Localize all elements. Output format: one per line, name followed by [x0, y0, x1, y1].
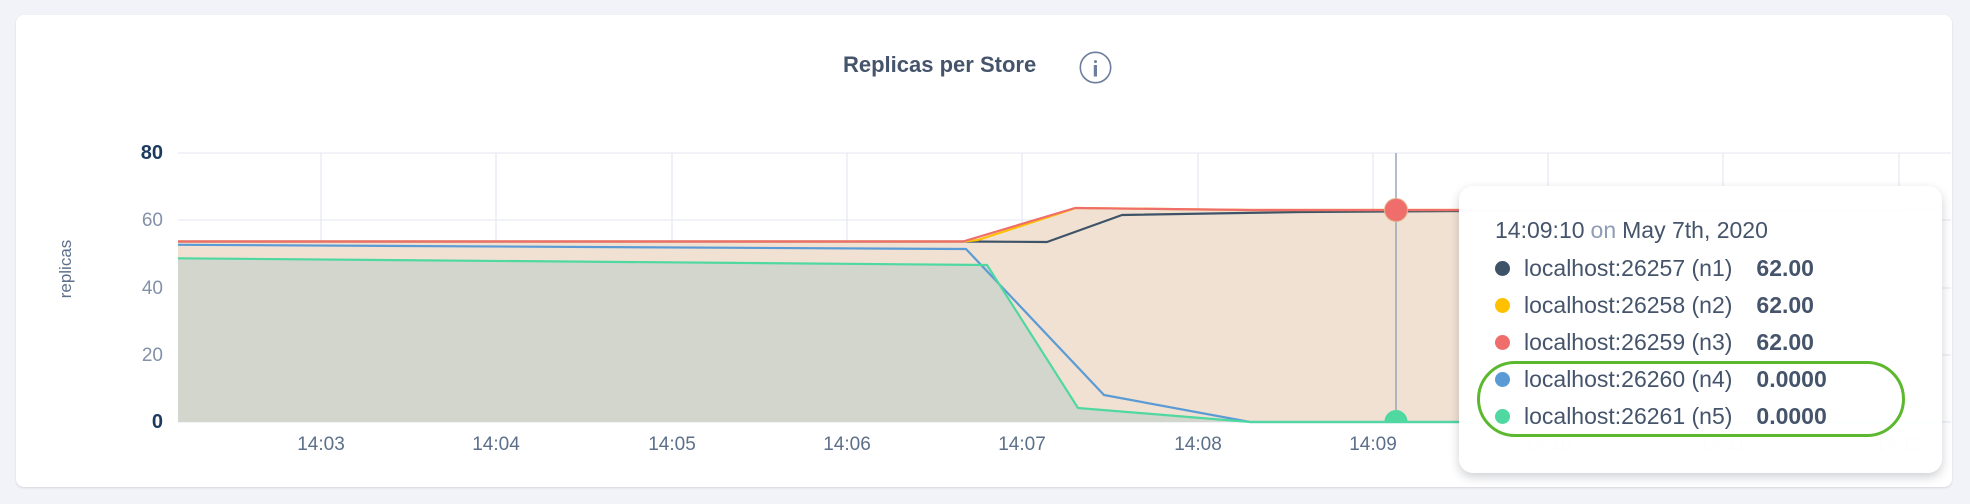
svg-text:14:03: 14:03 — [297, 434, 345, 455]
svg-text:80: 80 — [141, 142, 163, 164]
svg-text:14:07: 14:07 — [998, 434, 1046, 455]
svg-text:14:04: 14:04 — [472, 434, 520, 455]
svg-text:14:08: 14:08 — [1174, 434, 1222, 455]
svg-text:14:05: 14:05 — [648, 434, 696, 455]
svg-text:14:06: 14:06 — [823, 434, 871, 455]
svg-text:20: 20 — [142, 345, 163, 366]
svg-text:0: 0 — [152, 411, 163, 433]
svg-text:40: 40 — [142, 278, 163, 299]
svg-text:60: 60 — [142, 210, 163, 231]
svg-text:14:09: 14:09 — [1349, 434, 1397, 455]
svg-text:replicas: replicas — [56, 240, 75, 299]
